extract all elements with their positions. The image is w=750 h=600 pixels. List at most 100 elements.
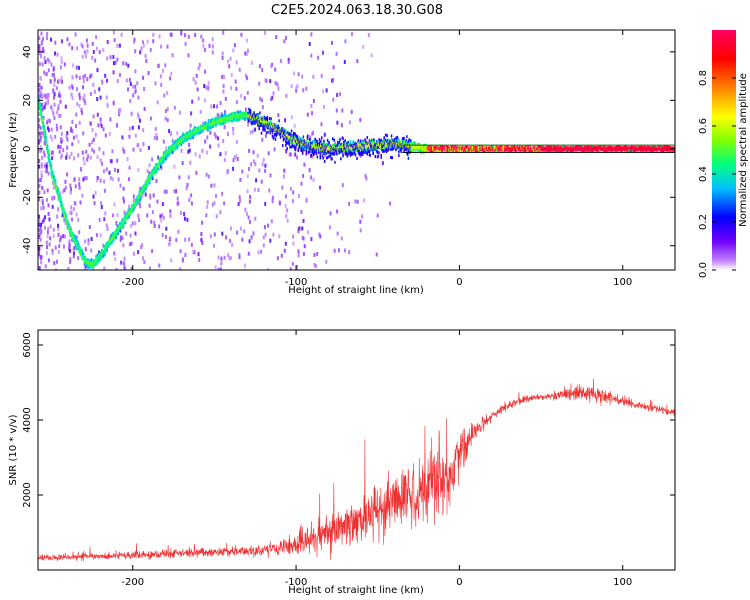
heatmap-cell	[337, 140, 339, 144]
heatmap-cell	[49, 224, 52, 229]
heatmap-cell	[151, 157, 154, 162]
heatmap-cell	[38, 228, 41, 233]
heatmap-cell	[38, 148, 41, 153]
heatmap-cell	[277, 86, 280, 91]
heatmap-cell	[40, 148, 43, 153]
heatmap-cell	[258, 127, 260, 131]
heatmap-cell	[186, 217, 189, 222]
heatmap-cell	[263, 128, 266, 132]
heatmap-cell	[56, 259, 58, 264]
heatmap-cell	[359, 117, 362, 122]
heatmap-cell	[112, 231, 114, 235]
heatmap-cell	[60, 155, 62, 160]
heatmap-cell	[338, 141, 341, 144]
heatmap-cell	[182, 132, 184, 136]
heatmap-cell	[116, 213, 119, 218]
heatmap-cell	[74, 237, 76, 241]
heatmap-cell	[91, 128, 94, 132]
heatmap-cell	[86, 43, 89, 48]
heatmap-cell	[319, 153, 321, 157]
heatmap-cell	[217, 143, 220, 148]
heatmap-cell	[282, 128, 284, 132]
heatmap-cell	[201, 148, 204, 153]
heatmap-cell	[300, 210, 303, 214]
heatmap-cell	[96, 262, 98, 266]
heatmap-cell	[85, 268, 88, 270]
heatmap-cell	[112, 70, 115, 75]
heatmap-cell	[342, 153, 344, 157]
heatmap-cell	[163, 189, 166, 194]
heatmap-cell	[60, 235, 62, 240]
heatmap-cell	[271, 195, 274, 200]
heatmap-cell	[130, 111, 133, 116]
heatmap-cell	[228, 256, 231, 261]
heatmap-cell	[96, 68, 99, 73]
heatmap-cell	[60, 139, 63, 144]
heatmap-cell	[381, 143, 383, 147]
heatmap-cell	[160, 163, 163, 166]
heatmap-cell	[89, 91, 92, 96]
heatmap-cell	[54, 268, 57, 270]
heatmap-cell	[80, 108, 83, 113]
heatmap-cell	[203, 84, 206, 88]
heatmap-cell	[288, 140, 291, 144]
heatmap-cell	[258, 168, 261, 173]
heatmap-cell	[115, 220, 118, 225]
heatmap-cell	[137, 250, 140, 255]
heatmap-cell	[290, 132, 292, 136]
heatmap-cell	[297, 72, 300, 77]
heatmap-cell	[209, 234, 212, 239]
heatmap-cell	[254, 127, 257, 132]
heatmap-cell	[131, 221, 134, 226]
heatmap-cell	[354, 153, 357, 157]
heatmap-cell	[102, 48, 105, 53]
heatmap-cell	[311, 150, 313, 154]
heatmap-cell	[52, 111, 55, 116]
heatmap-cell	[230, 86, 233, 91]
heatmap-cell	[84, 239, 87, 244]
heatmap-cell	[298, 142, 301, 146]
heatmap-cell	[305, 197, 308, 202]
heatmap-cell	[356, 156, 358, 160]
heatmap-cell	[179, 141, 181, 145]
heatmap-cell	[350, 110, 353, 114]
heatmap-cell	[183, 216, 186, 221]
heatmap-cell	[250, 162, 253, 167]
heatmap-cell	[125, 231, 128, 236]
heatmap-cell	[310, 175, 313, 180]
heatmap-cell	[286, 147, 288, 151]
heatmap-cell	[241, 169, 244, 174]
heatmap-cell	[66, 131, 69, 136]
heatmap-cell	[248, 119, 250, 123]
heatmap-cell	[303, 143, 305, 147]
heatmap-cell	[251, 60, 254, 65]
heatmap-cell	[134, 133, 137, 138]
heatmap-cell	[280, 59, 282, 63]
heatmap-cell	[264, 128, 266, 132]
heatmap-cell	[302, 236, 305, 241]
heatmap-cell	[354, 142, 356, 146]
heatmap-cell	[362, 153, 364, 156]
heatmap-cell	[378, 151, 380, 155]
heatmap-cell	[39, 177, 42, 182]
heatmap-cell	[227, 59, 229, 64]
heatmap-cell	[292, 234, 295, 239]
heatmap-cell	[287, 60, 290, 65]
heatmap-cell	[83, 161, 86, 166]
heatmap-cell	[149, 181, 151, 185]
heatmap-cell	[116, 123, 118, 128]
heatmap-cell	[340, 157, 342, 161]
heatmap-cell	[365, 176, 368, 181]
heatmap-cell	[310, 32, 313, 37]
heatmap-cell	[99, 122, 102, 126]
heatmap-cell	[376, 150, 379, 154]
heatmap-cell	[361, 214, 364, 219]
heatmap-cell	[251, 115, 253, 119]
heatmap-cell	[148, 203, 151, 208]
heatmap-cell	[384, 148, 387, 152]
heatmap-cell	[348, 201, 351, 206]
heatmap-cell	[53, 175, 55, 179]
heatmap-cell	[139, 50, 142, 55]
heatmap-cell	[357, 147, 360, 151]
heatmap-cell	[293, 123, 296, 128]
